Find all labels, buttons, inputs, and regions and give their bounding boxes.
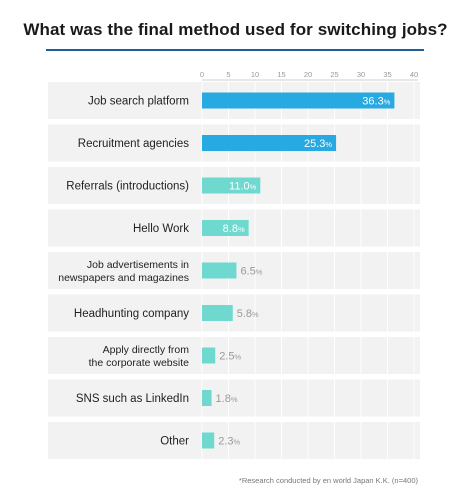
data-label: 25.3% xyxy=(304,138,332,150)
category-label: SNS such as LinkedIn xyxy=(76,393,189,405)
x-tick-label: 20 xyxy=(304,70,312,79)
bar xyxy=(202,135,337,151)
title-underline xyxy=(46,49,424,51)
x-tick-label: 0 xyxy=(200,70,204,79)
x-tick-label: 35 xyxy=(383,70,391,79)
x-tick-label: 30 xyxy=(357,70,365,79)
data-label: 8.8% xyxy=(223,223,245,235)
data-label: 6.5% xyxy=(240,266,262,278)
data-label: 36.3% xyxy=(362,96,390,108)
category-label: Hello Work xyxy=(133,223,189,235)
category-label: newspapers and magazines xyxy=(58,272,189,284)
bar xyxy=(202,177,261,194)
category-label: Job search platform xyxy=(88,96,189,108)
category-label: Referrals (introductions) xyxy=(66,181,189,193)
data-label: 11.0% xyxy=(229,181,257,193)
chart-title: What was the final method used for switc… xyxy=(23,20,448,39)
data-label: 2.5% xyxy=(219,351,241,363)
category-label: Apply directly from xyxy=(103,344,190,356)
category-label: Recruitment agencies xyxy=(78,138,189,150)
data-label: 5.8% xyxy=(237,308,259,320)
category-label: the corporate website xyxy=(89,357,190,369)
bar xyxy=(202,220,249,236)
bar xyxy=(202,262,237,279)
x-tick-label: 5 xyxy=(226,70,230,79)
x-tick-label: 15 xyxy=(277,70,285,79)
x-tick-label: 10 xyxy=(251,70,259,79)
row-band xyxy=(48,422,420,459)
category-label: Headhunting company xyxy=(74,308,189,320)
row-band xyxy=(48,294,420,332)
data-label: 2.3% xyxy=(218,436,240,448)
category-label: Other xyxy=(160,436,189,448)
row-band xyxy=(48,379,420,417)
footnote: *Research conducted by en world Japan K.… xyxy=(238,476,418,485)
row-band xyxy=(48,337,420,374)
bar xyxy=(202,390,212,406)
x-tick-label: 40 xyxy=(410,70,418,79)
x-tick-label: 25 xyxy=(330,70,338,79)
bar xyxy=(202,432,215,449)
data-label: 1.8% xyxy=(216,393,238,405)
bar xyxy=(202,92,395,109)
bar xyxy=(202,305,233,321)
category-label: Job advertisements in xyxy=(87,259,189,271)
bar xyxy=(202,347,216,364)
